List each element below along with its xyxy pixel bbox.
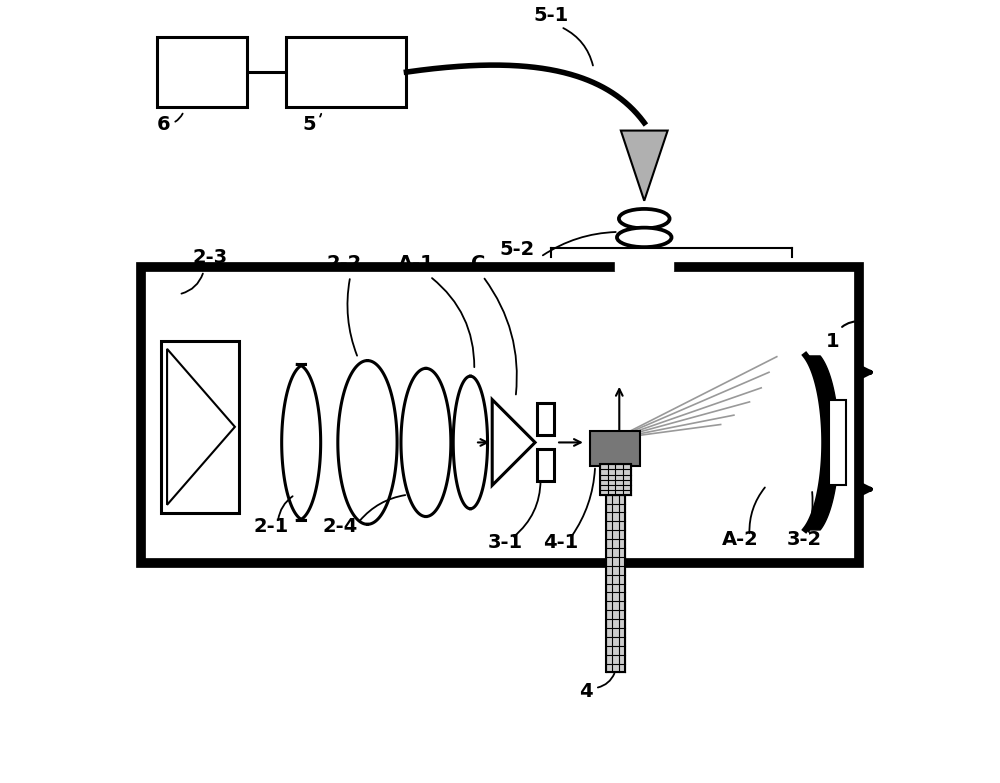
Bar [286,37,406,107]
Bar [537,403,554,435]
Bar [606,495,625,673]
Text: 5-1: 5-1 [533,5,568,24]
Text: 2-3: 2-3 [192,248,228,267]
Text: 1: 1 [826,321,862,351]
Text: A-1: A-1 [397,254,434,272]
Text: 3-2: 3-2 [787,530,822,550]
Text: 2-1: 2-1 [254,517,289,536]
Text: 4: 4 [579,683,593,702]
Polygon shape [621,131,668,200]
Ellipse shape [619,209,670,229]
Bar [161,341,239,513]
Bar [600,464,631,496]
Bar [141,267,859,563]
Ellipse shape [617,228,672,247]
Bar [615,254,673,271]
Bar [590,431,640,466]
Bar [537,449,554,482]
Text: A-2: A-2 [722,530,759,550]
Text: 6: 6 [156,114,183,134]
Bar [829,399,846,485]
Text: 3-1: 3-1 [488,532,523,552]
Text: 3: 3 [626,218,639,237]
Polygon shape [492,399,535,485]
Text: C: C [471,254,485,272]
Text: 5: 5 [302,114,321,134]
Polygon shape [167,349,235,505]
Text: 5-2: 5-2 [500,240,535,259]
Text: 2-4: 2-4 [323,517,358,536]
Text: 2-2: 2-2 [326,254,362,272]
Bar [157,37,247,107]
Text: 4-1: 4-1 [543,532,578,552]
